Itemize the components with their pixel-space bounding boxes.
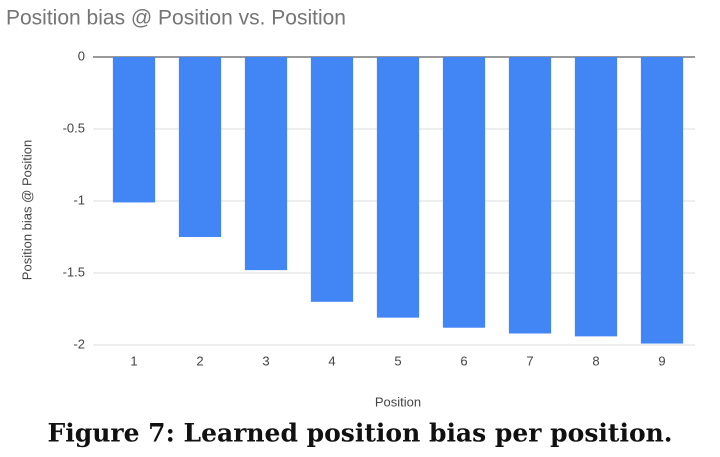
x-tick-label: 7 — [526, 353, 533, 368]
y-tick-label: -2 — [73, 336, 85, 351]
x-tick-label: 1 — [130, 353, 137, 368]
bar — [310, 57, 354, 302]
bar — [112, 57, 156, 203]
bar — [640, 57, 684, 344]
bar — [574, 57, 618, 337]
x-tick-label: 9 — [658, 353, 665, 368]
bar — [508, 57, 552, 334]
bar — [178, 57, 222, 237]
bar — [244, 57, 288, 271]
chart-title: Position bias @ Position vs. Position — [6, 7, 346, 30]
x-tick-label: 5 — [394, 353, 401, 368]
x-tick-label: 8 — [592, 353, 599, 368]
y-axis-title: Position bias @ Position — [19, 140, 34, 280]
figure-caption: Figure 7: Learned position bias per posi… — [48, 419, 673, 448]
y-tick-label: -1.5 — [63, 264, 85, 279]
x-tick-label: 2 — [196, 353, 203, 368]
x-axis-title: Position — [375, 394, 421, 409]
bar — [376, 57, 420, 318]
x-tick-label: 3 — [262, 353, 269, 368]
y-tick-label: -1 — [73, 192, 85, 207]
x-tick-label: 4 — [328, 353, 335, 368]
x-tick-label: 6 — [460, 353, 467, 368]
y-tick-label: -0.5 — [63, 120, 85, 135]
y-tick-label: 0 — [78, 48, 85, 63]
bar — [442, 57, 486, 328]
